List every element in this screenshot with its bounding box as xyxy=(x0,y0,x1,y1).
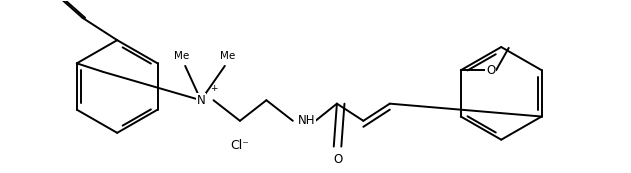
Text: O: O xyxy=(486,64,495,77)
Text: Me: Me xyxy=(220,51,235,61)
Text: O: O xyxy=(333,153,342,166)
Text: NH: NH xyxy=(298,114,316,127)
Text: +: + xyxy=(209,84,217,93)
Text: Me: Me xyxy=(174,51,190,61)
Text: Cl⁻: Cl⁻ xyxy=(230,139,249,152)
Text: N: N xyxy=(196,94,205,107)
